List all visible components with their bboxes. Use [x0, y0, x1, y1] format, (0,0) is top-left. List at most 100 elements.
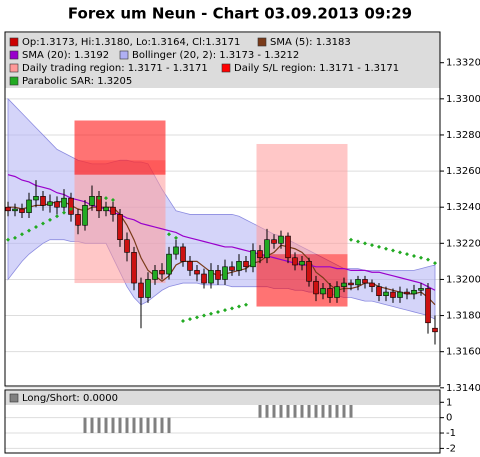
bar [125, 417, 129, 434]
sar-dot [111, 197, 115, 202]
sar-dot [412, 253, 416, 258]
candle-body [397, 291, 403, 298]
bar [146, 417, 150, 434]
candle-body [411, 289, 417, 295]
legend-label: Daily S/L region: 1.3171 - 1.3171 [234, 63, 399, 74]
legend-swatch [119, 50, 129, 60]
sar-dot [13, 235, 17, 240]
sar-dot [356, 239, 360, 244]
candle-body [82, 205, 88, 226]
candle-body [5, 206, 11, 212]
candle-body [26, 199, 32, 213]
sar-dot [377, 244, 381, 249]
sar-dot [20, 232, 24, 237]
candle-body [432, 327, 438, 333]
sar-dot [370, 243, 374, 248]
candle-body [292, 257, 298, 266]
legend-swatch [9, 393, 19, 403]
bar [153, 417, 157, 434]
sar-dot [391, 248, 395, 253]
legend-background [5, 33, 440, 88]
y-tick-label: 1 [446, 397, 452, 408]
bar [111, 417, 115, 434]
sar-dot [426, 257, 430, 262]
sar-dot [349, 237, 353, 242]
plot-border [4, 389, 441, 454]
sar-dot [188, 317, 192, 322]
y-tick-label: -2 [446, 443, 456, 454]
chart-title: Forex um Neun - Chart 03.09.2013 09:29 [68, 5, 412, 23]
bar [335, 402, 339, 418]
candle-body [362, 279, 368, 284]
region [256, 143, 348, 255]
legend-background [5, 391, 440, 405]
candle-body [117, 214, 123, 241]
sar-dot [223, 308, 227, 313]
sar-dot [97, 196, 101, 201]
candle-body [54, 201, 60, 208]
sar-dot [230, 306, 234, 311]
bar [279, 402, 283, 418]
sar-dot [174, 235, 178, 240]
legend-label: SMA (20): 1.3192 [22, 50, 109, 61]
candle-body [75, 214, 81, 226]
candle-body [257, 250, 263, 259]
bar [342, 402, 346, 418]
sar-dot [209, 311, 213, 316]
sar-dot [195, 315, 199, 320]
bar [328, 402, 332, 418]
sar-dot [202, 313, 206, 318]
y-tick-label: 1.3280 [446, 130, 480, 141]
candle-body [264, 239, 270, 259]
candle-body [89, 196, 95, 206]
legend-swatch [221, 63, 231, 73]
sar-dot [6, 237, 10, 242]
sar-dot [62, 210, 66, 215]
sar-dot [55, 214, 59, 219]
bar [90, 417, 94, 434]
sar-dot [433, 261, 437, 266]
region [74, 120, 166, 175]
bar [314, 402, 318, 418]
sub-panel: 1 0 -1 -2 Long/Short: 0.0000 [4, 389, 456, 454]
candle-body [110, 206, 116, 215]
candle-body [173, 246, 179, 255]
legend-label: Op:1.3173, Hi:1.3180, Lo:1.3164, Cl:1.31… [22, 37, 240, 48]
bar [160, 417, 164, 434]
candle-body [180, 246, 186, 262]
candle-body [390, 291, 396, 298]
legend-label: SMA (5): 1.3183 [270, 37, 351, 48]
sar-dot [398, 250, 402, 255]
candle-body [131, 252, 137, 284]
sar-dot [69, 207, 73, 211]
candle-body [404, 291, 410, 295]
y-tick-label: 1.3320 [446, 58, 480, 69]
candle-body [12, 208, 18, 212]
candle-body [299, 261, 305, 266]
legend-label: Long/Short: 0.0000 [22, 393, 118, 404]
candle-body [243, 261, 249, 268]
sar-dot [181, 318, 185, 323]
legend-label: Daily trading region: 1.3171 - 1.3171 [22, 63, 208, 74]
candle-body [306, 261, 312, 282]
y-tick-label: 1.3260 [446, 166, 480, 177]
sar-dot [216, 309, 220, 314]
y-tick-label: 1.3220 [446, 238, 480, 249]
sar-dot [237, 304, 241, 309]
legend-swatch [257, 37, 267, 47]
candle-body [236, 261, 242, 271]
legend-swatch [9, 76, 19, 86]
y-tick-label: 1.3140 [446, 383, 480, 394]
candle-body [19, 208, 25, 213]
candle-body [138, 282, 144, 298]
legend-swatch [9, 63, 19, 73]
sar-dot [244, 302, 248, 307]
bar [349, 402, 353, 418]
candle-body [208, 270, 214, 284]
candle-body [47, 201, 53, 206]
legend-label: Bollinger (20, 2): 1.3173 - 1.3212 [132, 50, 299, 61]
y-tick-label: 1.3200 [446, 274, 480, 285]
candle-body [103, 206, 109, 212]
sar-dot [48, 217, 52, 222]
candle-body [285, 235, 291, 259]
